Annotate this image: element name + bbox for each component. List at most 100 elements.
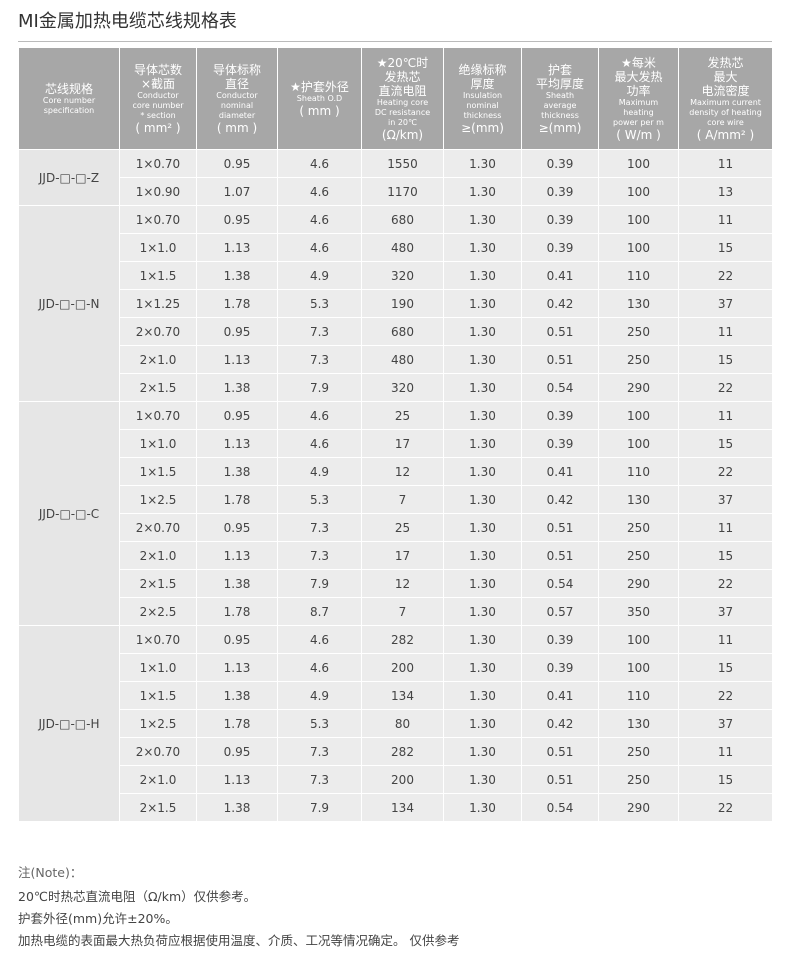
- table-cell: 130: [598, 485, 679, 514]
- table-cell: 22: [678, 569, 773, 598]
- table-cell: 0.39: [521, 205, 599, 234]
- table-cell: 22: [678, 261, 773, 290]
- table-cell: 7.3: [277, 317, 362, 346]
- table-cell: 0.95: [196, 737, 278, 766]
- table-cell: 0.95: [196, 317, 278, 346]
- header-row: 芯线规格 Core number specification 导体芯数 ×截面 Condu…: [18, 47, 773, 150]
- table-cell: 1.13: [196, 429, 278, 458]
- header-zh: 最大发热: [614, 69, 663, 84]
- table-cell: 7.3: [277, 765, 362, 794]
- table-cell: 480: [361, 233, 444, 262]
- table-cell: 1.13: [196, 345, 278, 374]
- table-cell: 4.9: [277, 457, 362, 486]
- table-cell: 1.30: [443, 709, 522, 738]
- table-cell: 0.39: [521, 429, 599, 458]
- table-row: 2×0.70 0.95 7.3 25 1.30 0.51 250 11: [19, 513, 773, 542]
- table-cell: 0.51: [521, 737, 599, 766]
- table-cell: 110: [598, 457, 679, 486]
- title-rule: [18, 41, 772, 42]
- table-cell: 1.38: [196, 373, 278, 402]
- table-row: 2×1.5 1.38 7.9 320 1.30 0.54 290 22: [19, 373, 773, 402]
- table-row: 1×1.5 1.38 4.9 134 1.30 0.41 110 22: [19, 681, 773, 710]
- table-cell: 1×0.70: [119, 625, 197, 654]
- header-en: DC resistance: [374, 107, 431, 117]
- table-cell: 0.39: [521, 625, 599, 654]
- header-en: in 20℃: [388, 117, 417, 127]
- table-cell: 0.51: [521, 765, 599, 794]
- table-cell: 350: [598, 597, 679, 626]
- table-cell: 11: [678, 205, 773, 234]
- table-cell: 2×1.0: [119, 541, 197, 570]
- table-cell: 15: [678, 765, 773, 794]
- table-cell: 250: [598, 345, 679, 374]
- table-cell: 0.51: [521, 513, 599, 542]
- table-cell: 190: [361, 289, 444, 318]
- header-zh: 发热芯: [707, 55, 744, 70]
- group-label: JJD-□-□-C: [18, 401, 120, 626]
- table-cell: 37: [678, 485, 773, 514]
- table-cell: 2×1.0: [119, 765, 197, 794]
- table-cell: 680: [361, 317, 444, 346]
- table-cell: 1.30: [443, 177, 522, 206]
- spec-table: 芯线规格 Core number specification 导体芯数 ×截面 Condu…: [18, 47, 773, 822]
- table-cell: 1.30: [443, 513, 522, 542]
- table-cell: 7: [361, 597, 444, 626]
- table-cell: 12: [361, 569, 444, 598]
- table-cell: 1.78: [196, 709, 278, 738]
- table-cell: 15: [678, 429, 773, 458]
- group-label: JJD-□-□-H: [18, 625, 120, 822]
- table-cell: 100: [598, 653, 679, 682]
- table-row: 1×2.5 1.78 5.3 80 1.30 0.42 130 37: [19, 709, 773, 738]
- header-unit: ≥(mm): [461, 120, 504, 135]
- table-cell: 5.3: [277, 289, 362, 318]
- table-cell: 134: [361, 681, 444, 710]
- table-cell: 1.13: [196, 233, 278, 262]
- table-row: 2×1.0 1.13 7.3 200 1.30 0.51 250 15: [19, 765, 773, 794]
- header-unit: ( mm ): [299, 103, 340, 118]
- table-cell: 1.30: [443, 261, 522, 290]
- table-cell: 0.95: [196, 401, 278, 430]
- table-cell: 0.95: [196, 205, 278, 234]
- table-cell: 37: [678, 597, 773, 626]
- header-en: Core number: [42, 95, 96, 105]
- table-row: 1×1.0 1.13 4.6 480 1.30 0.39 100 15: [19, 233, 773, 262]
- table-cell: 0.39: [521, 149, 599, 178]
- table-cell: 0.42: [521, 709, 599, 738]
- table-row: 1×2.5 1.78 5.3 7 1.30 0.42 130 37: [19, 485, 773, 514]
- note-line: 20℃时热芯直流电阻（Ω/km）仅供参考。: [18, 889, 257, 904]
- table-cell: 1.78: [196, 485, 278, 514]
- table-cell: 11: [678, 149, 773, 178]
- table-cell: 80: [361, 709, 444, 738]
- header-zh: 绝缘标称: [458, 62, 507, 77]
- header-cell: 绝缘标称 厚度 Insulation nominal thickness ≥(mm): [443, 47, 522, 150]
- header-en: Conductor: [216, 90, 258, 100]
- table-row: 1×1.0 1.13 4.6 200 1.30 0.39 100 15: [19, 653, 773, 682]
- table-cell: 7.9: [277, 373, 362, 402]
- table-cell: 22: [678, 373, 773, 402]
- table-cell: 1.38: [196, 793, 278, 822]
- table-row: 2×1.0 1.13 7.3 17 1.30 0.51 250 15: [19, 541, 773, 570]
- header-cell: ★每米 最大发热 功率 Maximum heating power per m( W/m …: [598, 47, 679, 150]
- table-cell: 1.30: [443, 597, 522, 626]
- header-en: density of heating: [689, 107, 762, 117]
- table-cell: 4.6: [277, 625, 362, 654]
- table-cell: 320: [361, 373, 444, 402]
- table-cell: 2×1.5: [119, 793, 197, 822]
- table-cell: 1.30: [443, 737, 522, 766]
- table-cell: 17: [361, 541, 444, 570]
- table-cell: 2×2.5: [119, 597, 197, 626]
- header-en: average: [543, 100, 577, 110]
- table-cell: 4.9: [277, 681, 362, 710]
- table-cell: 0.39: [521, 233, 599, 262]
- table-cell: 7.3: [277, 541, 362, 570]
- table-cell: 7.3: [277, 737, 362, 766]
- table-cell: 134: [361, 793, 444, 822]
- header-en: heating: [623, 107, 654, 117]
- table-cell: 100: [598, 233, 679, 262]
- header-en: Heating core: [376, 97, 429, 107]
- table-cell: 680: [361, 205, 444, 234]
- table-cell: 22: [678, 793, 773, 822]
- table-cell: 11: [678, 737, 773, 766]
- table-row: 2×0.70 0.95 7.3 282 1.30 0.51 250 11: [19, 737, 773, 766]
- header-unit: ( mm² ): [135, 120, 181, 135]
